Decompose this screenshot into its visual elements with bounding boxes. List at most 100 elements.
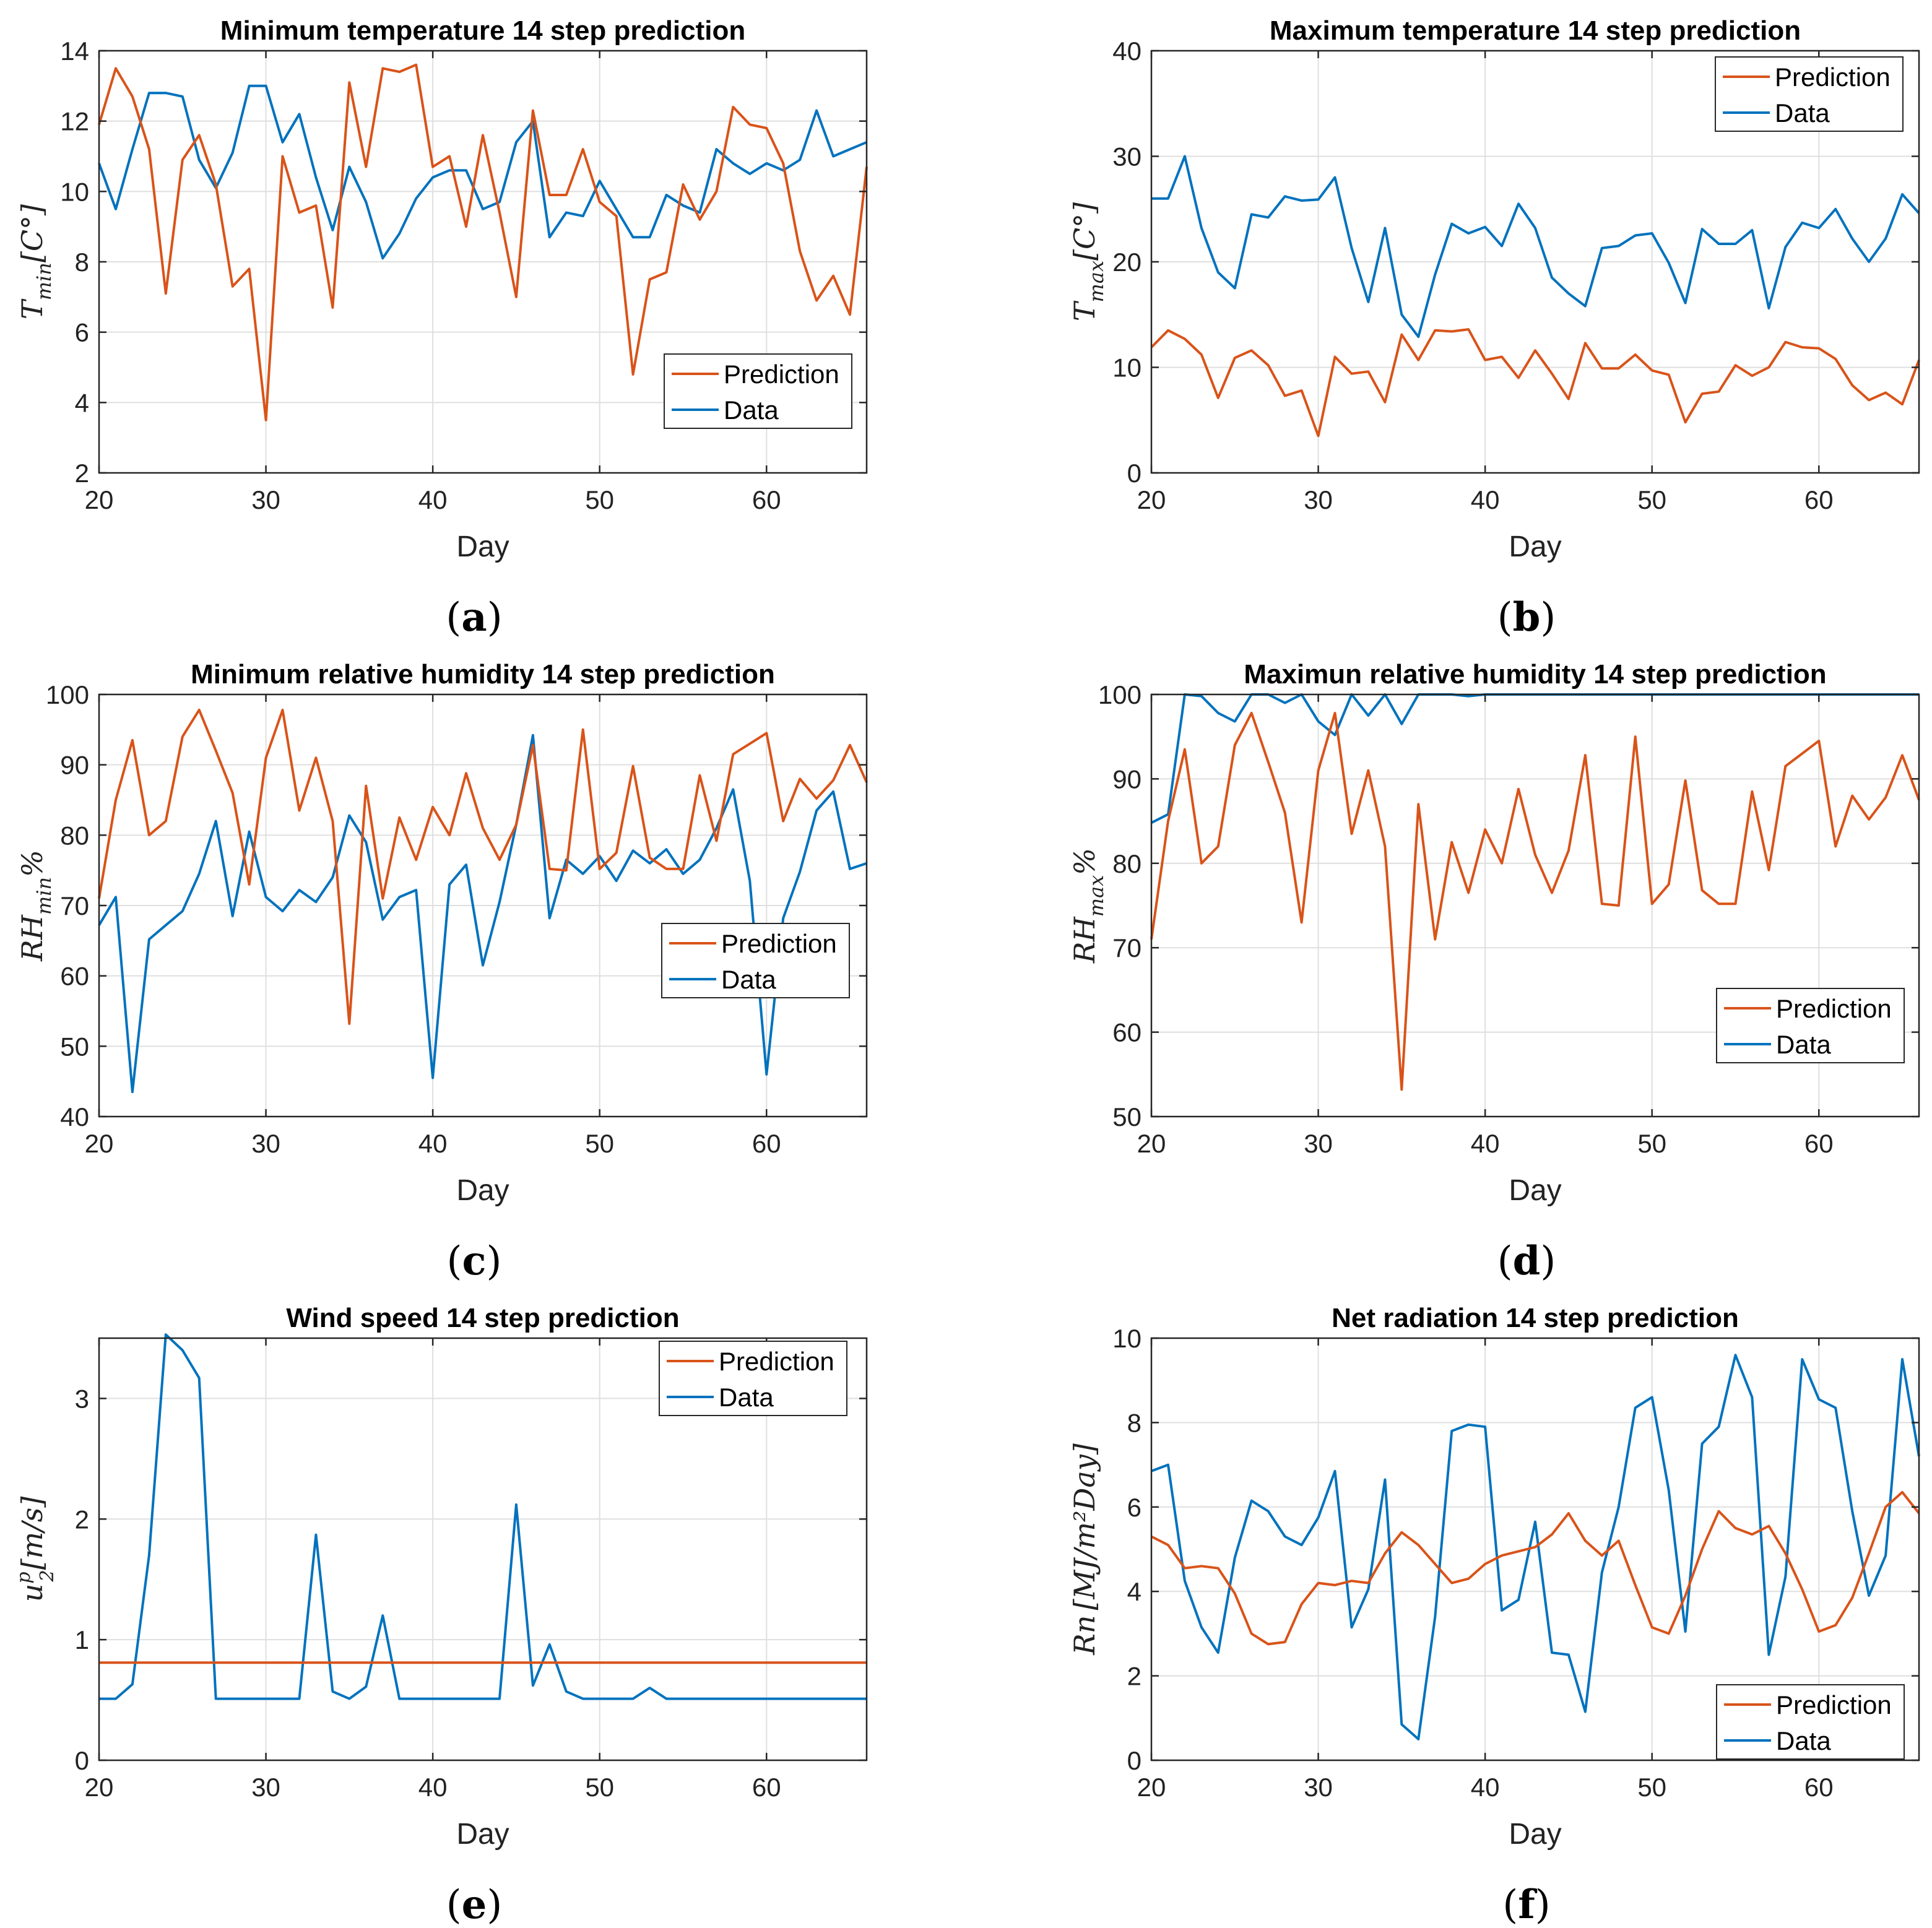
legend-label-data: Data: [719, 1383, 774, 1412]
x-tick-label: 50: [1637, 1773, 1666, 1802]
y-tick-label: 60: [1112, 1018, 1141, 1047]
y-axis-label: RHmin%: [15, 850, 56, 962]
x-tick-label: 40: [1471, 1773, 1500, 1802]
axes-box: [1150, 1337, 1920, 1762]
panel-label: (e): [446, 1882, 503, 1928]
x-tick-label: 50: [585, 485, 614, 514]
legend-label-data: Data: [724, 396, 779, 425]
legend-label-data: Data: [1776, 1726, 1831, 1755]
x-tick-label: 30: [251, 485, 280, 514]
x-axis-label: Day: [456, 530, 509, 563]
series-line-prediction: [98, 709, 868, 1025]
y-tick-label: 0: [1127, 459, 1141, 488]
y-tick-label: 70: [1112, 933, 1141, 962]
y-tick-label: 20: [1112, 248, 1141, 277]
y-tick-label: 90: [1112, 764, 1141, 793]
legend: Prediction Data: [1716, 988, 1905, 1063]
y-tick-label: 0: [75, 1746, 89, 1775]
x-tick-label: 30: [251, 1773, 280, 1802]
y-tick-label: 30: [1112, 142, 1141, 171]
x-tick-label: 30: [1304, 1129, 1333, 1158]
y-tick-label: 10: [60, 177, 89, 206]
chart-title: Net radiation 14 step prediction: [1332, 1303, 1739, 1333]
x-tick-label: 20: [85, 485, 114, 514]
x-tick-label: 20: [1137, 1773, 1166, 1802]
y-axis-label: up 2[m/s]: [13, 1497, 58, 1602]
axes-box: [1150, 693, 1920, 1118]
y-tick-label: 70: [60, 891, 89, 920]
panel-label: (a): [446, 594, 502, 641]
legend-label-prediction: Prediction: [1776, 1690, 1892, 1719]
x-tick-label: 50: [585, 1773, 614, 1802]
y-tick-label: 60: [60, 962, 89, 991]
y-tick-label: 80: [1112, 849, 1141, 878]
y-tick-label: 2: [75, 1505, 89, 1534]
x-tick-label: 40: [418, 1773, 448, 1802]
x-tick-label: 40: [418, 1129, 448, 1158]
y-tick-label: 6: [1127, 1493, 1141, 1522]
panel-label: (b): [1497, 594, 1556, 641]
y-tick-label: 10: [1112, 353, 1141, 383]
series-line-prediction: [1150, 328, 1920, 438]
legend: Prediction Data: [664, 353, 852, 429]
x-axis-label: Day: [1509, 530, 1561, 563]
x-tick-label: 60: [1804, 485, 1834, 514]
chart-panel-c: 20 30 40 50 60 40 50 60 70 80 90 100 Minimum relativ…: [15, 659, 868, 1284]
y-axis-label: Tmax[C°]: [1068, 202, 1108, 321]
chart-panel-e: 20 30 40 50 60 0 1 2 3 Wind speed 14 step predict…: [13, 1303, 868, 1928]
series-line-data: [1151, 155, 1920, 339]
legend: Prediction Data: [1716, 1684, 1905, 1760]
y-tick-label: 40: [1112, 37, 1141, 66]
x-tick-label: 50: [1637, 485, 1666, 514]
chart-title: Maximun relative humidity 14 step predic…: [1244, 659, 1826, 689]
series-line-data: [1151, 1354, 1920, 1740]
y-tick-label: 50: [60, 1032, 89, 1061]
y-tick-label: 90: [60, 751, 89, 780]
chart-title: Wind speed 14 step prediction: [286, 1303, 679, 1333]
series-line-prediction: [98, 63, 868, 421]
legend-box: [1716, 1684, 1905, 1760]
y-tick-label: 0: [1127, 1746, 1141, 1775]
x-tick-label: 40: [1471, 485, 1500, 514]
chart-panel-b: 20 30 40 50 60 0 10 20 30 40 Maximum temperature 1…: [1068, 15, 1920, 641]
x-tick-label: 20: [85, 1773, 114, 1802]
x-axis-label: Day: [1509, 1818, 1561, 1851]
y-tick-label: 14: [60, 37, 89, 66]
legend-box: [664, 353, 852, 429]
y-tick-label: 100: [1098, 680, 1141, 709]
y-tick-label: 40: [60, 1102, 89, 1131]
x-tick-label: 60: [752, 1773, 781, 1802]
x-tick-label: 20: [85, 1129, 114, 1158]
x-tick-label: 20: [1137, 1129, 1166, 1158]
legend-label-prediction: Prediction: [719, 1347, 834, 1376]
chart-panel-a: 20 30 40 50 60 2 4 6 8 10 12 14 Minimum temperature …: [15, 15, 868, 641]
y-axis-label: Rn[MJ/m²Day]: [1068, 1443, 1101, 1656]
series-line-data: [98, 84, 867, 260]
panel-label: (f): [1502, 1882, 1550, 1928]
legend-label-prediction: Prediction: [1776, 994, 1892, 1023]
y-tick-label: 2: [1127, 1662, 1141, 1691]
axes-box: [98, 1337, 868, 1762]
x-tick-label: 60: [752, 1129, 781, 1158]
chart-panel-f: 20 30 40 50 60 0 2 4 6 8 10 Net radiation 14 step p…: [1068, 1303, 1920, 1928]
x-tick-label: 20: [1137, 485, 1166, 514]
x-tick-label: 60: [1804, 1129, 1834, 1158]
y-tick-label: 3: [75, 1384, 89, 1413]
y-tick-label: 4: [1127, 1577, 1141, 1606]
x-tick-label: 40: [418, 485, 448, 514]
legend-label-data: Data: [1775, 98, 1830, 128]
y-tick-label: 8: [1127, 1408, 1141, 1437]
legend-label-prediction: Prediction: [724, 360, 839, 389]
y-axis-label: RHmax%: [1068, 848, 1108, 964]
legend-box: [1715, 56, 1904, 132]
y-axis-label: Tmin[C°]: [15, 204, 56, 319]
series-line-data: [98, 733, 867, 1094]
x-tick-label: 50: [1637, 1129, 1666, 1158]
chart-title: Minimum relative humidity 14 step predic…: [191, 659, 775, 689]
y-tick-label: 2: [75, 459, 89, 488]
x-tick-label: 60: [752, 485, 781, 514]
y-tick-label: 8: [75, 248, 89, 277]
series-line-prediction: [1151, 1490, 1920, 1646]
y-tick-label: 50: [1112, 1102, 1141, 1131]
